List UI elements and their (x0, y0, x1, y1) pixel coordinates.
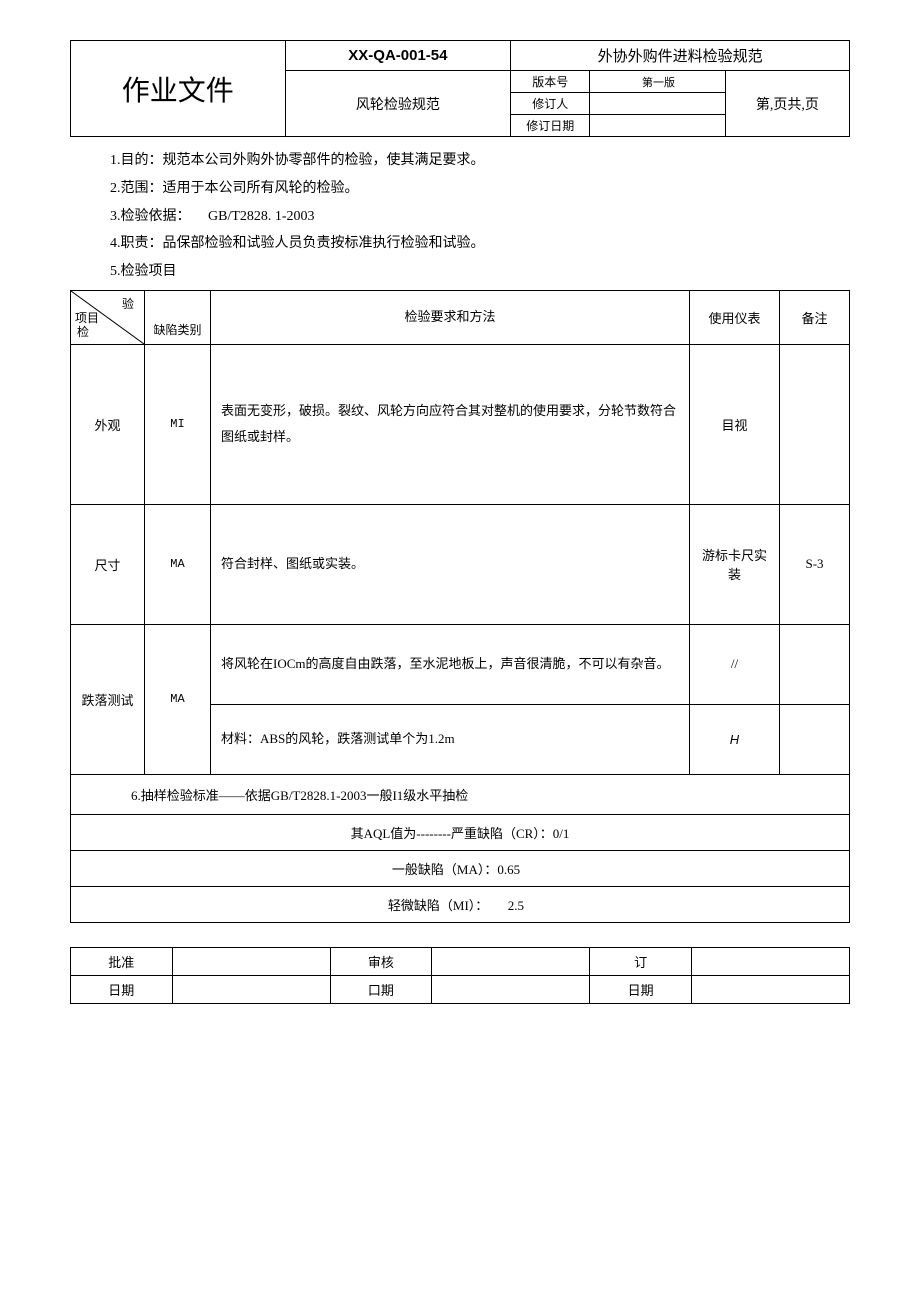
items-line: 5.检验项目 (110, 260, 850, 284)
note-cell (780, 344, 850, 504)
basis-label: 3.检验依据： (110, 209, 191, 224)
basis-value: GB/T2828. 1-2003 (208, 209, 315, 224)
review-label: 审核 (330, 947, 432, 975)
defect-cell: MI (145, 344, 211, 504)
defect-cell: MA (145, 504, 211, 624)
req-cell: 符合封样、图纸或实装。 (211, 504, 690, 624)
note-cell (780, 704, 850, 774)
review-date-label: 口期 (330, 975, 432, 1003)
approve-label: 批准 (71, 947, 173, 975)
version-label: 版本号 (511, 71, 590, 93)
note-cell: S-3 (780, 504, 850, 624)
diag-top: 验 (122, 295, 134, 312)
order-date-label: 日期 (590, 975, 692, 1003)
table-row: 跌落测试 MA 将风轮在IOCm的高度自由跌落，至水泥地板上，声音很清脆，不可以… (71, 624, 850, 704)
aql-cr-text: 其AQL值为--------严重缺陷（CR）：0/1 (71, 814, 850, 850)
req-cell: 将风轮在IOCm的高度自由跌落，至水泥地板上，声音很清脆，不可以有杂音。 (211, 624, 690, 704)
col-note-header: 备注 (780, 290, 850, 344)
order-value (691, 947, 849, 975)
sig-row-2: 日期 口期 日期 (71, 975, 850, 1003)
col-defect-header: 缺陷类别 (145, 290, 211, 344)
table-row: 尺寸 MA 符合封样、图纸或实装。 游标卡尺实装 S-3 (71, 504, 850, 624)
review-date-value (432, 975, 590, 1003)
aql-row-mi: 轻微缺陷（MI）： 2.5 (71, 886, 850, 922)
table-header-row: 验 项目 检 缺陷类别 检验要求和方法 使用仪表 备注 (71, 290, 850, 344)
doc-number: XX-QA-001-54 (285, 41, 511, 71)
defect-cell: MA (145, 624, 211, 774)
approve-date-value (172, 975, 330, 1003)
inst-cell: // (690, 624, 780, 704)
signature-table: 批准 审核 订 日期 口期 日期 (70, 947, 850, 1004)
rev-date-value (590, 115, 725, 137)
col-inst-header: 使用仪表 (690, 290, 780, 344)
approve-value (172, 947, 330, 975)
version-value: 第一版 (590, 71, 725, 93)
sampling-std-row: 6.抽样检验标准——依据GB/T2828.1-2003一般I1级水平抽检 (71, 774, 850, 814)
basis-line: 3.检验依据： GB/T2828. 1-2003 (110, 205, 850, 229)
reviser-value (590, 93, 725, 115)
inst-cell: H (690, 704, 780, 774)
diag-header-cell: 验 项目 检 (71, 290, 145, 344)
item-cell: 跌落测试 (71, 624, 145, 774)
item-cell: 外观 (71, 344, 145, 504)
page-label: 第,页共,页 (725, 71, 849, 137)
approve-date-label: 日期 (71, 975, 173, 1003)
req-cell: 表面无变形，破损。裂纹、风轮方向应符合其对整机的使用要求，分轮节数符合图纸或封样… (211, 344, 690, 504)
item-cell: 尺寸 (71, 504, 145, 624)
inspection-table: 验 项目 检 缺陷类别 检验要求和方法 使用仪表 备注 外观 MI 表面无变形，… (70, 290, 850, 923)
header-table: 作业文件 XX-QA-001-54 外协外购件进料检验规范 风轮检验规范 版本号… (70, 40, 850, 137)
table-row: 外观 MI 表面无变形，破损。裂纹、风轮方向应符合其对整机的使用要求，分轮节数符… (71, 344, 850, 504)
file-type-title: 作业文件 (71, 41, 286, 137)
order-date-value (691, 975, 849, 1003)
aql-row-ma: 一般缺陷（MA）：0.65 (71, 850, 850, 886)
rev-date-label: 修订日期 (511, 115, 590, 137)
inst-cell: 游标卡尺实装 (690, 504, 780, 624)
scope-line: 2.范围：适用于本公司所有风轮的检验。 (110, 177, 850, 201)
order-label: 订 (590, 947, 692, 975)
aql-mi-text: 轻微缺陷（MI）： 2.5 (71, 886, 850, 922)
aql-row-cr: 其AQL值为--------严重缺陷（CR）：0/1 (71, 814, 850, 850)
sig-row-1: 批准 审核 订 (71, 947, 850, 975)
inst-cell: 目视 (690, 344, 780, 504)
req-cell: 材料：ABS的风轮，跌落测试单个为1.2m (211, 704, 690, 774)
col-req-header: 检验要求和方法 (211, 290, 690, 344)
duty-line: 4.职责：品保部检验和试验人员负责按标准执行检验和试验。 (110, 232, 850, 256)
review-value (432, 947, 590, 975)
reviser-label: 修订人 (511, 93, 590, 115)
note-cell (780, 624, 850, 704)
doc-title: 外协外购件进料检验规范 (511, 41, 850, 71)
aql-ma-text: 一般缺陷（MA）：0.65 (71, 850, 850, 886)
diag-bot: 检 (77, 323, 89, 340)
sampling-std-text: 6.抽样检验标准——依据GB/T2828.1-2003一般I1级水平抽检 (71, 774, 850, 814)
sub-title: 风轮检验规范 (285, 71, 511, 137)
purpose-line: 1.目的：规范本公司外购外协零部件的检验，使其满足要求。 (110, 149, 850, 173)
